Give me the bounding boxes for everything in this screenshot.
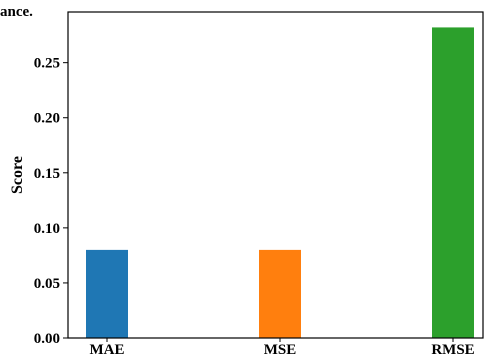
y-tick-label: 0.00 <box>34 331 60 347</box>
y-tick-label: 0.25 <box>34 56 60 72</box>
y-axis-label: Score <box>9 156 26 194</box>
y-tick-label: 0.20 <box>34 111 60 127</box>
bar-mae <box>86 249 128 338</box>
plot-frame <box>67 11 484 339</box>
x-tick-label: MAE <box>90 342 125 356</box>
x-tick-labels: MAE MSE RMSE <box>90 338 475 356</box>
y-tick-label: 0.05 <box>34 276 60 292</box>
x-tick-label: MSE <box>264 342 297 356</box>
y-ticks: 0.00 0.05 0.10 0.15 0.20 0.25 <box>34 56 68 347</box>
y-tick-label: 0.15 <box>34 166 60 182</box>
corner-text: ance. <box>0 4 33 20</box>
bar-rmse <box>432 27 474 339</box>
y-tick-label: 0.10 <box>34 221 60 237</box>
x-tick-label: RMSE <box>431 342 474 356</box>
bar-mse <box>259 249 301 338</box>
bars <box>86 27 474 339</box>
